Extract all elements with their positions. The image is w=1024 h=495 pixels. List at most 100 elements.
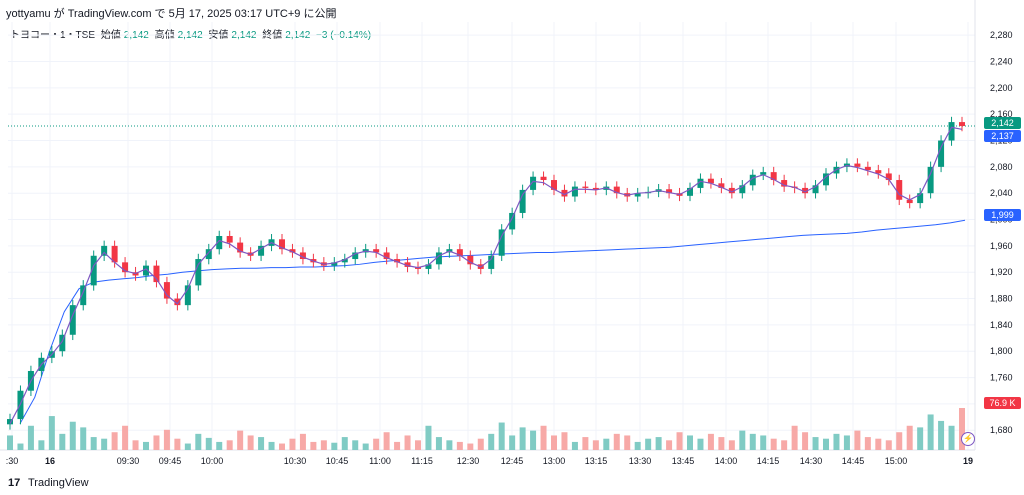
lightning-icon[interactable]: ⚡ bbox=[961, 432, 975, 446]
candle-body bbox=[216, 236, 223, 250]
volume-bar bbox=[959, 408, 965, 450]
candle-body bbox=[718, 183, 725, 188]
volume-bar bbox=[833, 433, 840, 450]
volume-bar bbox=[592, 440, 599, 450]
volume-bar bbox=[613, 433, 620, 450]
x-tick-label: 14:15 bbox=[757, 456, 780, 466]
volume-bar bbox=[59, 433, 66, 450]
volume-bar bbox=[163, 429, 170, 450]
volume-bar bbox=[551, 435, 557, 450]
x-tick-label: 10:00 bbox=[201, 456, 224, 466]
volume-bar bbox=[467, 443, 474, 450]
volume-bar bbox=[561, 432, 568, 450]
candle-body bbox=[289, 249, 296, 253]
volume-bar bbox=[279, 443, 285, 450]
candle-body bbox=[823, 173, 829, 186]
volume-bar bbox=[655, 437, 662, 450]
volume-bar bbox=[728, 440, 735, 450]
volume-bar bbox=[666, 440, 673, 450]
volume-bar bbox=[373, 438, 380, 450]
volume-bar bbox=[854, 430, 861, 450]
candle-body bbox=[613, 186, 620, 194]
volume-bar bbox=[749, 433, 756, 450]
candle-body bbox=[90, 255, 97, 286]
volume-bar bbox=[519, 427, 526, 450]
candle-body bbox=[488, 255, 495, 269]
x-tick-label: 14:00 bbox=[715, 456, 738, 466]
volume-bar bbox=[415, 440, 421, 450]
candle-body bbox=[205, 249, 212, 260]
volume-bar bbox=[802, 432, 809, 450]
y-tick-label: 1,760 bbox=[990, 373, 1013, 383]
x-tick-label: 11:00 bbox=[369, 456, 391, 466]
volume-bar bbox=[624, 435, 631, 450]
candle-body bbox=[143, 265, 149, 276]
candle-body bbox=[571, 186, 578, 197]
volume-bar bbox=[770, 438, 777, 450]
volume-bar bbox=[906, 425, 913, 450]
y-tick-label: 1,680 bbox=[990, 425, 1013, 435]
candle-body bbox=[812, 185, 819, 194]
candle-body bbox=[404, 262, 411, 267]
candle-body bbox=[299, 252, 306, 260]
candle-body bbox=[341, 259, 348, 263]
candle-body bbox=[425, 264, 432, 269]
volume-bar bbox=[362, 443, 369, 450]
volume-bar bbox=[634, 441, 641, 450]
candle-body bbox=[582, 186, 589, 188]
candle-body bbox=[906, 199, 913, 204]
candle-body bbox=[435, 252, 442, 265]
x-tick-label: 19 bbox=[963, 456, 973, 466]
volume-bar bbox=[571, 441, 578, 450]
candle-body bbox=[467, 255, 474, 265]
candle-body bbox=[959, 122, 965, 127]
x-tick-label: 13:30 bbox=[629, 456, 652, 466]
volume-bar bbox=[38, 440, 45, 450]
volume-bar bbox=[122, 425, 129, 450]
volume-bar bbox=[90, 437, 97, 450]
x-tick-label: 15:00 bbox=[885, 456, 908, 466]
candle-body bbox=[802, 187, 809, 194]
x-tick-label: 16 bbox=[45, 456, 55, 466]
volume-bar bbox=[237, 430, 244, 450]
candle-body bbox=[687, 187, 693, 196]
candle-body bbox=[551, 180, 557, 190]
volume-bar bbox=[184, 443, 191, 450]
volume-bar bbox=[195, 433, 202, 450]
volume-bar bbox=[310, 441, 317, 450]
volume-bar bbox=[299, 433, 306, 450]
tradingview-brand: TradingView bbox=[28, 477, 89, 489]
candle-body bbox=[927, 166, 934, 194]
volume-bar bbox=[48, 416, 55, 450]
candle-body bbox=[373, 249, 380, 253]
candle-body bbox=[854, 163, 861, 167]
volume-bar bbox=[446, 440, 453, 450]
volume-bar bbox=[823, 438, 829, 450]
candle-body bbox=[666, 189, 673, 194]
volume-bar bbox=[456, 441, 463, 450]
volume-bar bbox=[791, 425, 798, 450]
candle-body bbox=[896, 180, 903, 200]
price-chart[interactable]: 1,6801,7201,7601,8001,8401,8801,9201,960… bbox=[0, 0, 1024, 471]
candle-body bbox=[728, 187, 735, 194]
x-tick-label: 10:30 bbox=[284, 456, 307, 466]
y-tick-label: 2,040 bbox=[990, 188, 1013, 198]
y-tick-label: 1,840 bbox=[990, 320, 1013, 330]
candle-body bbox=[707, 178, 714, 184]
y-tick-label: 1,920 bbox=[990, 267, 1013, 277]
volume-bar bbox=[707, 433, 714, 450]
volume-bar bbox=[718, 437, 725, 450]
volume-bar bbox=[687, 435, 693, 450]
candle-body bbox=[352, 252, 359, 260]
candle-body bbox=[258, 245, 265, 256]
volume-bar bbox=[896, 432, 903, 450]
volume-bar bbox=[80, 427, 87, 450]
candle-body bbox=[917, 193, 924, 204]
volume-bar bbox=[174, 438, 181, 450]
volume-bar bbox=[268, 441, 275, 450]
x-tick-label: 11:15 bbox=[411, 456, 433, 466]
volume-bar bbox=[17, 443, 24, 450]
x-tick-label: 13:15 bbox=[585, 456, 608, 466]
candle-body bbox=[195, 259, 202, 286]
y-tick-label: 2,200 bbox=[990, 83, 1013, 93]
